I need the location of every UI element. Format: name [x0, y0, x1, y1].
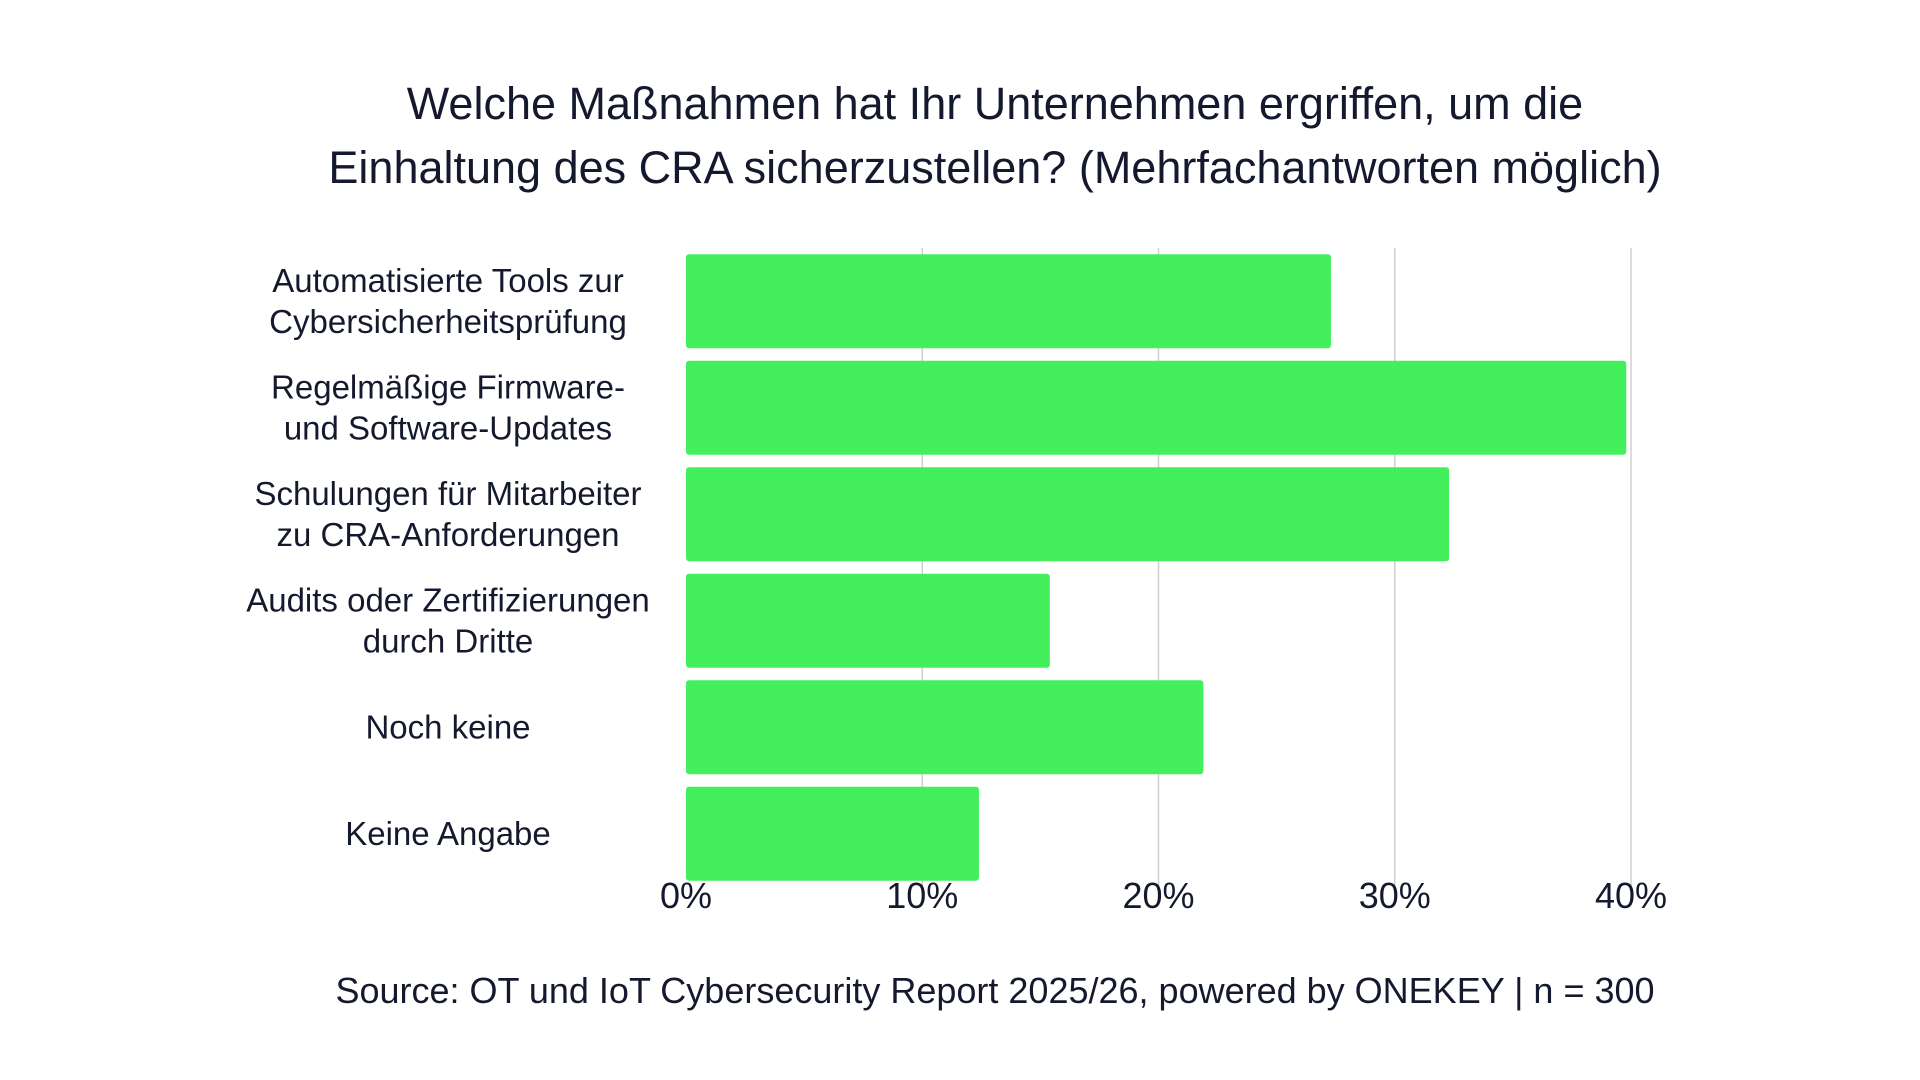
- category-label: Schulungen für Mitarbeiter zu CRA-Anforde…: [254, 475, 641, 553]
- x-tick-label: 0%: [660, 875, 712, 916]
- bar: [686, 786, 979, 881]
- x-axis-tick-labels: 0% 10% 20% 30% 40%: [660, 875, 1667, 916]
- bar: [686, 254, 1331, 349]
- x-tick-label: 30%: [1359, 875, 1431, 916]
- bars: [686, 254, 1627, 881]
- gridlines: [921, 248, 1632, 887]
- category-label-line: Schulungen für Mitarbeiter: [254, 475, 641, 512]
- category-label: Audits oder Zertifizierungen durch Dritte: [246, 581, 650, 659]
- bar: [686, 680, 1204, 775]
- bar: [686, 360, 1627, 455]
- category-label-line: Noch keine: [365, 708, 530, 745]
- category-label-line: Regelmäßige Firmware-: [271, 368, 625, 405]
- category-label-line: Keine Angabe: [345, 815, 551, 852]
- category-label: Regelmäßige Firmware-und Software-Update…: [271, 368, 625, 446]
- category-label-line: zu CRA-Anforderungen: [276, 516, 619, 553]
- chart-title-line-1: Welche Maßnahmen hat Ihr Unternehmen erg…: [406, 78, 1584, 129]
- category-label-line: Audits oder Zertifizierungen: [246, 581, 650, 618]
- category-label: Keine Angabe: [345, 815, 551, 852]
- category-label-line: durch Dritte: [363, 622, 534, 659]
- x-tick-label: 10%: [886, 875, 958, 916]
- category-label-line: Automatisierte Tools zur: [272, 262, 624, 299]
- source-note: Source: OT und IoT Cybersecurity Report …: [335, 970, 1655, 1011]
- category-label-line: Cybersicherheitsprüfung: [269, 303, 627, 340]
- x-tick-label: 20%: [1122, 875, 1194, 916]
- chart-title-line-2: Einhaltung des CRA sicherzustellen? (Meh…: [328, 142, 1662, 193]
- category-label: Noch keine: [365, 708, 530, 745]
- x-tick-label: 40%: [1595, 875, 1667, 916]
- category-label: Automatisierte Tools zur Cybersicherheits…: [269, 262, 627, 340]
- category-label-line: und Software-Updates: [284, 409, 612, 446]
- bar: [686, 467, 1450, 562]
- category-labels: Automatisierte Tools zur Cybersicherheits…: [246, 262, 650, 852]
- bar: [686, 573, 1050, 668]
- chart-title: Welche Maßnahmen hat Ihr Unternehmen erg…: [0, 72, 1920, 200]
